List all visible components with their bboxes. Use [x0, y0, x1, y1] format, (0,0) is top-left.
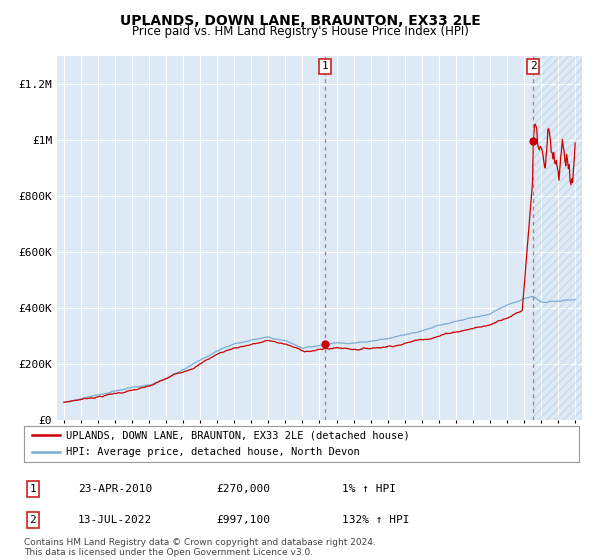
Text: Contains HM Land Registry data © Crown copyright and database right 2024.
This d: Contains HM Land Registry data © Crown c… — [24, 538, 376, 557]
Text: UPLANDS, DOWN LANE, BRAUNTON, EX33 2LE (detached house): UPLANDS, DOWN LANE, BRAUNTON, EX33 2LE (… — [65, 431, 409, 440]
Text: UPLANDS, DOWN LANE, BRAUNTON, EX33 2LE: UPLANDS, DOWN LANE, BRAUNTON, EX33 2LE — [119, 14, 481, 28]
Text: £997,100: £997,100 — [216, 515, 270, 525]
Text: 132% ↑ HPI: 132% ↑ HPI — [342, 515, 409, 525]
Text: 2: 2 — [530, 62, 536, 72]
Bar — [533, 56, 584, 420]
Text: HPI: Average price, detached house, North Devon: HPI: Average price, detached house, Nort… — [65, 447, 359, 457]
Text: Price paid vs. HM Land Registry's House Price Index (HPI): Price paid vs. HM Land Registry's House … — [131, 25, 469, 38]
Text: 2: 2 — [29, 515, 37, 525]
Text: 1: 1 — [322, 62, 328, 72]
Text: 23-APR-2010: 23-APR-2010 — [78, 484, 152, 494]
Text: 1: 1 — [29, 484, 37, 494]
Text: £270,000: £270,000 — [216, 484, 270, 494]
Text: 13-JUL-2022: 13-JUL-2022 — [78, 515, 152, 525]
Text: 1% ↑ HPI: 1% ↑ HPI — [342, 484, 396, 494]
